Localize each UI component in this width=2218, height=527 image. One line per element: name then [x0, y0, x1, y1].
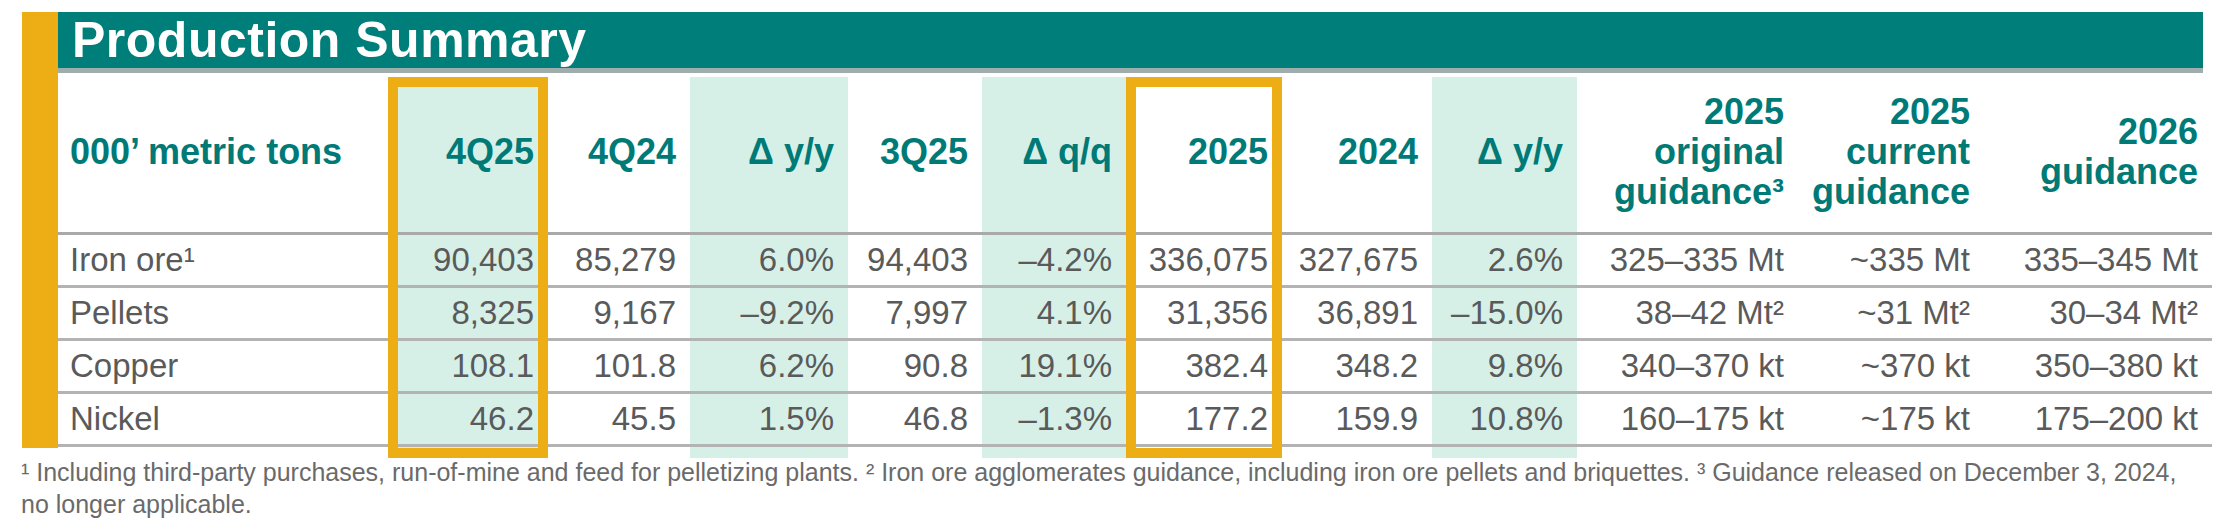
header-row: 000’ metric tons 4Q25 4Q24 Δ y/y 3Q25 Δ …	[58, 73, 2212, 233]
value-cell: 348.2	[1282, 339, 1432, 392]
table-row-iron-ore: Iron ore¹ 90,403 85,279 6.0% 94,403 –4.2…	[58, 233, 2212, 286]
value-cell: ~31 Mt²	[1798, 286, 1984, 339]
value-cell: 38–42 Mt²	[1577, 286, 1798, 339]
column-header-unit: 000’ metric tons	[58, 73, 388, 233]
production-summary-panel: Production Summary 000’ metric tons 4Q25…	[0, 0, 2218, 527]
value-cell: 7,997	[848, 286, 982, 339]
value-cell: 101.8	[548, 339, 690, 392]
column-header-3q25: 3Q25	[848, 73, 982, 233]
row-label: Pellets	[58, 286, 388, 339]
column-header-2025-original-guidance: 2025 original guidance³	[1577, 73, 1798, 233]
value-cell: 325–335 Mt	[1577, 233, 1798, 286]
value-cell: 30–34 Mt²	[1984, 286, 2212, 339]
value-cell: –15.0%	[1432, 286, 1577, 339]
value-cell: 90.8	[848, 339, 982, 392]
row-label: Iron ore¹	[58, 233, 388, 286]
column-header-delta-qq: Δ q/q	[982, 73, 1126, 233]
value-cell: 90,403	[388, 233, 548, 286]
value-cell: 36,891	[1282, 286, 1432, 339]
column-header-2025-current-guidance: 2025 current guidance	[1798, 73, 1984, 233]
left-accent-bar	[22, 12, 58, 448]
column-header-2024: 2024	[1282, 73, 1432, 233]
table-row-nickel: Nickel 46.2 45.5 1.5% 46.8 –1.3% 177.2 1…	[58, 392, 2212, 445]
value-cell: 9,167	[548, 286, 690, 339]
value-cell: 4.1%	[982, 286, 1126, 339]
column-header-4q25: 4Q25	[388, 73, 548, 233]
value-cell: 1.5%	[690, 392, 848, 445]
value-cell: 2.6%	[1432, 233, 1577, 286]
row-label: Nickel	[58, 392, 388, 445]
value-cell: 45.5	[548, 392, 690, 445]
value-cell: 177.2	[1126, 392, 1282, 445]
value-cell: 31,356	[1126, 286, 1282, 339]
footnotes: ¹ Including third-party purchases, run-o…	[21, 456, 2186, 520]
value-cell: 9.8%	[1432, 339, 1577, 392]
value-cell: 94,403	[848, 233, 982, 286]
value-cell: 8,325	[388, 286, 548, 339]
production-table: 000’ metric tons 4Q25 4Q24 Δ y/y 3Q25 Δ …	[58, 73, 2212, 447]
column-header-2025: 2025	[1126, 73, 1282, 233]
value-cell: 46.2	[388, 392, 548, 445]
title-band: Production Summary	[58, 12, 2203, 68]
column-header-4q24: 4Q24	[548, 73, 690, 233]
value-cell: 10.8%	[1432, 392, 1577, 445]
value-cell: ~175 kt	[1798, 392, 1984, 445]
table-row-pellets: Pellets 8,325 9,167 –9.2% 7,997 4.1% 31,…	[58, 286, 2212, 339]
value-cell: –9.2%	[690, 286, 848, 339]
value-cell: 159.9	[1282, 392, 1432, 445]
column-header-delta-yy-annual: Δ y/y	[1432, 73, 1577, 233]
value-cell: 108.1	[388, 339, 548, 392]
value-cell: 350–380 kt	[1984, 339, 2212, 392]
value-cell: ~335 Mt	[1798, 233, 1984, 286]
value-cell: 340–370 kt	[1577, 339, 1798, 392]
table-row-copper: Copper 108.1 101.8 6.2% 90.8 19.1% 382.4…	[58, 339, 2212, 392]
value-cell: 160–175 kt	[1577, 392, 1798, 445]
value-cell: 335–345 Mt	[1984, 233, 2212, 286]
value-cell: ~370 kt	[1798, 339, 1984, 392]
value-cell: –4.2%	[982, 233, 1126, 286]
page-title: Production Summary	[58, 11, 587, 69]
value-cell: 175–200 kt	[1984, 392, 2212, 445]
value-cell: 6.2%	[690, 339, 848, 392]
value-cell: 6.0%	[690, 233, 848, 286]
column-header-2026-guidance: 2026 guidance	[1984, 73, 2212, 233]
value-cell: –1.3%	[982, 392, 1126, 445]
value-cell: 85,279	[548, 233, 690, 286]
column-header-delta-yy-quarter: Δ y/y	[690, 73, 848, 233]
value-cell: 327,675	[1282, 233, 1432, 286]
value-cell: 46.8	[848, 392, 982, 445]
value-cell: 336,075	[1126, 233, 1282, 286]
value-cell: 382.4	[1126, 339, 1282, 392]
value-cell: 19.1%	[982, 339, 1126, 392]
row-label: Copper	[58, 339, 388, 392]
